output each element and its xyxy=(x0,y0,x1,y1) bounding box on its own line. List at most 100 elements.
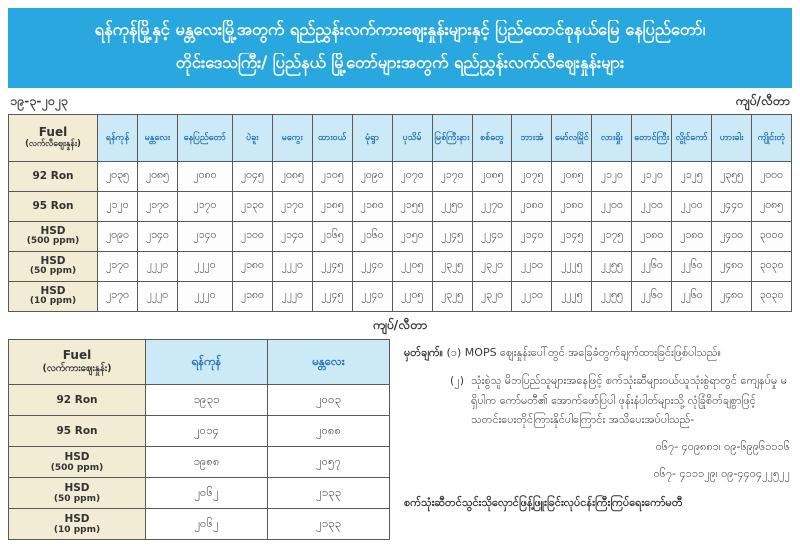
price-cell: ၂၂၂၀ xyxy=(136,281,178,312)
city-header: နေပြည်တော် xyxy=(176,114,233,162)
fuel-label: 92 Ron xyxy=(8,161,98,192)
phone-line-1: ၀၆၇- ၄၀၉၈၈၁၊ ၀၉-၆၉၉၆၁၁၁၆ xyxy=(655,440,790,454)
price-cell: ၂၀၆၂ xyxy=(145,508,268,540)
price-cell: ၂၄၈၀ xyxy=(711,251,753,282)
price-cell: ၂၂၅၅ xyxy=(591,251,633,282)
price-cell: ၂၂၂၀ xyxy=(176,281,233,312)
price-cell: ၂၃၂၅ xyxy=(431,281,473,312)
price-cell: ၃၀၃၀ xyxy=(751,251,792,282)
price-cell: ၂၀၇၀ xyxy=(391,161,433,192)
price-cell: ၃၀၀၀ xyxy=(751,221,792,252)
price-row: HSD (50 ppm) ၂၁၇၀ ၂၂၂၀ ၂၂၂၀ ၂၁၈၀ ၂၂၂၀ ၂၂၄၅ ၂၂၄၀၂… xyxy=(8,251,792,282)
city-header: မန္တလေး xyxy=(136,114,178,162)
page: ရန်ကုန်မြို့နှင့် မန္တလေးမြို့အတွက် ရည်ည… xyxy=(8,0,792,540)
price-cell: ၂၂၄၀ xyxy=(351,251,393,282)
price-cell: ၂၂၆၀ xyxy=(631,251,673,282)
bottom-section: Fuel (လက်ကားဈေးနှုန်း) ရန်ကုန် မန္တလေး 92 Ro… xyxy=(8,339,792,540)
price-cell: ၂၀၇၅ xyxy=(511,161,553,192)
price-cell: ၂၀၈၅ xyxy=(271,161,313,192)
price-cell: ၂၃၅၅ xyxy=(711,161,753,192)
price-cell: ၂၁၄၅ xyxy=(551,221,593,252)
title-line-1: ရန်ကုန်မြို့နှင့် မန္တလေးမြို့အတွက် ရည်ည… xyxy=(94,19,706,39)
fuel-column-header: Fuel (လက်လီဈေးနှုန်း) xyxy=(8,114,98,162)
phone-line-2: ၀၆၇- ၄၁၁၁၂၉၊ ၀၉-၄၄၀၄၂၂၅၂၂ xyxy=(653,466,790,480)
price-cell: ၂၁၇၀ xyxy=(97,251,138,282)
price-cell: ၂၁၇၀ xyxy=(271,191,313,222)
retail-price-table: Fuel (လက်လီဈေးနှုန်း) ရန်ကုန် မန္တလေး နေပြည်… xyxy=(8,114,792,312)
price-cell: ၂၃၂၀ xyxy=(471,251,513,282)
price-cell: ၃၀၃၀ xyxy=(751,281,792,312)
fuel-label-line1: 95 Ron xyxy=(56,424,98,437)
city-header: ဘားအံ xyxy=(511,114,553,162)
price-cell: ၂၁၄၀ xyxy=(136,221,178,252)
price-cell: ၂၁၄၀ xyxy=(511,221,553,252)
price-row: HSD (500 ppm) ၁၉၈၈ ၂၀၅၇ xyxy=(8,446,390,478)
fuel-label: 95 Ron xyxy=(8,191,98,222)
price-cell: ၂၂၅၀ xyxy=(431,191,473,222)
price-cell: ၂၁၂၀ xyxy=(631,161,673,192)
fuel-label-line2: (50 ppm) xyxy=(29,266,77,277)
city-header: ထားဝယ် xyxy=(311,114,353,162)
header-row: Fuel (လက်လီဈေးနှုန်း) ရန်ကုန် မန္တလေး နေပြည်… xyxy=(8,114,792,162)
price-cell: ၂၂၆၀ xyxy=(631,281,673,312)
price-cell: ၂၁၅၅ xyxy=(391,191,433,222)
wholesale-price-table: Fuel (လက်ကားဈေးနှုန်း) ရန်ကုန် မန္တလေး 92 Ro… xyxy=(8,339,390,540)
price-cell: ၂၁၃၃ xyxy=(267,477,390,509)
price-cell: ၂၄၈၀ xyxy=(711,281,753,312)
price-cell: ၂၂၄၀ xyxy=(351,281,393,312)
fuel-header-line2: (လက်လီဈေးနှုန်း) xyxy=(25,139,81,149)
price-cell: ၂၀၅၇ xyxy=(267,446,390,478)
price-cell: ၂၀၈၅ xyxy=(136,161,178,192)
price-cell: ၂၁၄၀ xyxy=(271,221,313,252)
price-row: 92 Ron ၁၉၃၁ ၂၀၀၃ xyxy=(8,384,390,416)
price-row: 95 Ron ၂၁၂၀ ၂၁၇၀ ၂၁၇၀ ၂၁၃၀ ၂၁၇၀ ၂၁၈၅ ၂၁၈၀ ၂၁၅၅ ၂၂… xyxy=(8,191,792,222)
price-cell: ၂၁၈၀ xyxy=(511,191,553,222)
price-cell: ၂၁၄၀ xyxy=(176,221,233,252)
price-cell: ၂၁၇၀ xyxy=(431,161,473,192)
fuel-label: HSD (500 ppm) xyxy=(8,446,146,478)
price-cell: ၂၃၂၅ xyxy=(431,251,473,282)
price-row: HSD (10 ppm) ၂၀၆၂ ၂၁၃၃ xyxy=(8,508,390,540)
city-header: မြစ်ကြီးနား xyxy=(431,114,473,162)
price-cell: ၁၉၈၈ xyxy=(145,446,268,478)
city-header: မော်လမြိုင် xyxy=(551,114,593,162)
price-cell: ၂၀၈၅ xyxy=(551,161,593,192)
city-header: မန္တလေး xyxy=(267,339,390,385)
city-header: မုံရွာ xyxy=(351,114,393,162)
fuel-label-line2: (50 ppm) xyxy=(53,493,101,504)
city-header: မကွေး xyxy=(271,114,313,162)
price-cell: ၂၁၇၀ xyxy=(97,281,138,312)
price-cell: ၂၁၀၀ xyxy=(231,221,273,252)
price-cell: ၂၁၇၀ xyxy=(136,191,178,222)
price-cell: ၂၂၀၀ xyxy=(631,191,673,222)
price-cell: ၂၂၆၀ xyxy=(671,251,713,282)
title-banner: ရန်ကုန်မြို့နှင့် မန္တလေးမြို့အတွက် ရည်ည… xyxy=(8,8,792,88)
fuel-label: 95 Ron xyxy=(8,415,146,447)
price-cell: ၂၀၃၅ xyxy=(97,161,138,192)
note-item-2: (၂) သုံးစွဲသူ မိဘပြည်သူများအနေဖြင့် စက်သ… xyxy=(404,371,792,430)
committee-name: စက်သုံးဆီတင်သွင်းသိုလှောင်ဖြန့်ဖြူးခြင်း… xyxy=(404,495,683,509)
fuel-header-line1: Fuel xyxy=(38,125,68,139)
price-cell: ၂၁၈၀ xyxy=(231,251,273,282)
price-cell: ၂၂၁၀ xyxy=(511,281,553,312)
fuel-header-line1: Fuel xyxy=(62,348,92,362)
city-header: ဟားခါး xyxy=(711,114,753,162)
fuel-column-header: Fuel (လက်ကားဈေးနှုန်း) xyxy=(8,339,146,385)
note-item-1: မှတ်ချက်။ (၁) MOPS ဈေးနှုန်းပေါ်တွင် အခြ… xyxy=(404,343,792,363)
price-cell: ၂၂၀၀ xyxy=(591,191,633,222)
price-cell: ၁၉၃၁ xyxy=(145,384,268,416)
price-cell: ၂၀၈၈ xyxy=(267,415,390,447)
price-cell: ၂၂၀၀ xyxy=(671,191,713,222)
price-cell: ၂၂၄၀ xyxy=(471,221,513,252)
price-cell: ၂၁၈၅ xyxy=(311,191,353,222)
price-cell: ၂၂၇၀ xyxy=(471,191,513,222)
price-row: HSD (500 ppm) ၂၀၉၀ ၂၁၄၀ ၂၁၄၀ ၂၁၀၀ ၂၁၄၀ ၂၁၆၅ ၂၁၆၀… xyxy=(8,221,792,252)
price-cell: ၂၀၁၄ xyxy=(145,415,268,447)
price-cell: ၂၂၂၀ xyxy=(271,281,313,312)
fuel-label-line1: HSD xyxy=(40,284,66,297)
city-header: ပုသိမ် xyxy=(391,114,433,162)
city-header: ရန်ကုန် xyxy=(145,339,268,385)
header-row: Fuel (လက်ကားဈေးနှုန်း) ရန်ကုန် မန္တလေး xyxy=(8,339,390,385)
price-cell: ၂၁၇၅ xyxy=(591,221,633,252)
fuel-label-line1: HSD xyxy=(64,450,90,463)
